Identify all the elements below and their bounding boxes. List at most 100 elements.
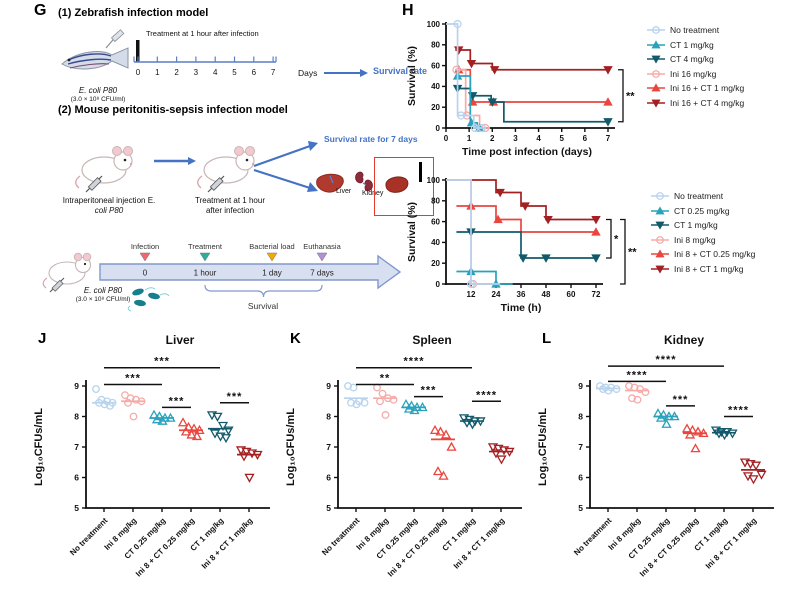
svg-text:Ini 8 + CT 0.25 mg/kg: Ini 8 + CT 0.25 mg/kg bbox=[134, 516, 197, 579]
syringe-icon bbox=[105, 29, 125, 49]
svg-text:***: *** bbox=[125, 372, 141, 384]
survival-legend-days: No treatment CT 1 mg/kg CT 4 mg/kg Ini 16 m… bbox=[646, 24, 744, 109]
mouse-model-heading: (2) Mouse peritonitis-sepsis infection m… bbox=[58, 104, 288, 116]
inoculum-dose-text: (3.0 × 10⁸ CFU/ml) bbox=[70, 96, 126, 103]
legend-label: Ini 8 + CT 0.25 mg/kg bbox=[674, 249, 756, 260]
svg-text:Spleen: Spleen bbox=[412, 333, 451, 347]
legend-label: Ini 16 + CT 1 mg/kg bbox=[670, 83, 745, 94]
svg-text:5: 5 bbox=[326, 503, 331, 513]
triangle-down-legend-marker-icon bbox=[651, 221, 669, 230]
highlight-red-box bbox=[374, 157, 434, 216]
svg-text:1 day: 1 day bbox=[262, 269, 282, 278]
syringe-icon bbox=[85, 175, 103, 193]
svg-text:Survival (%): Survival (%) bbox=[406, 202, 418, 262]
zebrafish-inoculum-caption: E. coli P80 (3.0 × 10⁸ CFU/ml) bbox=[50, 86, 146, 104]
svg-text:Ini 8 + CT 1 mg/kg: Ini 8 + CT 1 mg/kg bbox=[704, 516, 759, 571]
scale-bar bbox=[419, 162, 422, 182]
svg-text:Ini 8 + CT 1 mg/kg: Ini 8 + CT 1 mg/kg bbox=[200, 516, 255, 571]
svg-text:0: 0 bbox=[136, 68, 141, 77]
svg-text:0: 0 bbox=[436, 280, 441, 289]
timeline-dose-text: (3.0 × 10⁸ CFU/ml) bbox=[75, 296, 131, 303]
legend-label: CT 1 mg/kg bbox=[674, 220, 718, 231]
svg-text:60: 60 bbox=[567, 290, 576, 299]
svg-text:72: 72 bbox=[592, 290, 601, 299]
triangle-down-legend-marker-icon bbox=[647, 99, 665, 108]
svg-text:8: 8 bbox=[326, 412, 331, 422]
svg-text:7: 7 bbox=[326, 442, 331, 452]
triangle-down-legend-marker-icon bbox=[647, 55, 665, 64]
svg-text:6: 6 bbox=[326, 473, 331, 483]
syringe-icon bbox=[49, 277, 65, 293]
svg-text:48: 48 bbox=[542, 290, 551, 299]
legend-label: Ini 16 mg/kg bbox=[670, 68, 717, 79]
svg-text:***: *** bbox=[673, 394, 689, 406]
svg-text:****: **** bbox=[403, 356, 424, 368]
svg-text:0: 0 bbox=[143, 269, 148, 278]
step1-line1: Intraperitoneal injection E. bbox=[62, 196, 156, 205]
syringe-icon bbox=[207, 175, 225, 193]
svg-text:7: 7 bbox=[578, 442, 583, 452]
legend-item: CT 1 mg/kg bbox=[646, 39, 744, 52]
svg-text:Log₁₀CFUs/mL: Log₁₀CFUs/mL bbox=[537, 408, 549, 486]
svg-text:6: 6 bbox=[252, 68, 257, 77]
svg-text:***: *** bbox=[154, 356, 170, 368]
svg-text:0: 0 bbox=[444, 134, 449, 143]
svg-text:****: **** bbox=[655, 354, 676, 366]
timeline-strain-text: E. coli P80 bbox=[83, 286, 123, 295]
circle-legend-marker-icon bbox=[647, 69, 665, 78]
branch-arrows-icon bbox=[253, 141, 318, 192]
triangle-up-legend-marker-icon bbox=[651, 206, 669, 215]
svg-text:8: 8 bbox=[578, 412, 583, 422]
svg-text:6: 6 bbox=[578, 473, 583, 483]
mouse-step1-caption: Intraperitoneal injection E. coli P80 bbox=[44, 196, 174, 216]
svg-text:Treatment: Treatment bbox=[188, 242, 223, 251]
svg-text:60: 60 bbox=[431, 217, 440, 226]
legend-item: Ini 8 + CT 1 mg/kg bbox=[650, 263, 755, 276]
legend-label: No treatment bbox=[670, 25, 720, 36]
svg-text:40: 40 bbox=[431, 238, 440, 247]
svg-text:7: 7 bbox=[606, 134, 611, 143]
triangle-up-legend-marker-icon bbox=[647, 40, 665, 49]
svg-text:12: 12 bbox=[467, 290, 476, 299]
svg-text:9: 9 bbox=[578, 381, 583, 391]
kidney-icon bbox=[355, 171, 373, 192]
scatter-plot-kidney: Kidney Log₁₀CFUs/mL 5 6 7 8 9 No treatment Ini 8… bbox=[537, 333, 774, 579]
inoculum-strain-text: E. coli P80 bbox=[78, 86, 118, 95]
legend-item: No treatment bbox=[650, 190, 755, 203]
triangle-down-legend-marker-icon bbox=[651, 265, 669, 274]
svg-text:***: *** bbox=[169, 395, 185, 407]
svg-text:Ini 8 + CT 1 mg/kg: Ini 8 + CT 1 mg/kg bbox=[452, 516, 507, 571]
svg-text:Survival: Survival bbox=[248, 301, 278, 311]
legend-item: No treatment bbox=[646, 24, 744, 37]
svg-text:Infection: Infection bbox=[131, 242, 159, 251]
svg-text:7: 7 bbox=[74, 442, 79, 452]
svg-text:Kidney: Kidney bbox=[664, 333, 704, 347]
svg-text:5: 5 bbox=[559, 134, 564, 143]
svg-text:3: 3 bbox=[194, 68, 199, 77]
svg-text:100: 100 bbox=[427, 176, 441, 185]
svg-text:6: 6 bbox=[583, 134, 588, 143]
svg-text:80: 80 bbox=[431, 197, 440, 206]
triangle-up-legend-marker-icon bbox=[651, 249, 669, 258]
svg-text:Ini 8 + CT 0.25 mg/kg: Ini 8 + CT 0.25 mg/kg bbox=[386, 516, 449, 579]
step2-line1: Treatment at 1 hour bbox=[195, 196, 265, 205]
scatter-plot-spleen: Spleen Log₁₀CFUs/mL 5 6 7 8 9 No treatment Ini 8… bbox=[285, 333, 522, 579]
experiment-timeline: Infection 0 Treatment 1 hour Bacterial load 1… bbox=[99, 242, 402, 311]
liver-icon bbox=[316, 173, 344, 193]
svg-text:1: 1 bbox=[155, 68, 160, 77]
svg-text:3: 3 bbox=[513, 134, 518, 143]
organ-liver-label: Liver bbox=[336, 188, 352, 195]
triangle-up-legend-marker-icon bbox=[647, 83, 665, 92]
svg-text:****: **** bbox=[728, 405, 749, 417]
legend-item: Ini 8 mg/kg bbox=[650, 234, 755, 247]
zebrafish-model-heading: (1) Zebrafish infection model bbox=[58, 7, 209, 19]
zebrafish-icon bbox=[61, 29, 129, 70]
svg-text:4: 4 bbox=[213, 68, 218, 77]
svg-text:No treatment: No treatment bbox=[68, 516, 109, 557]
svg-text:2: 2 bbox=[174, 68, 179, 77]
svg-text:***: *** bbox=[227, 391, 243, 403]
zebrafish-outcome-label: Survival rate bbox=[373, 66, 428, 76]
legend-item: Ini 8 + CT 0.25 mg/kg bbox=[650, 248, 755, 261]
svg-text:8: 8 bbox=[74, 412, 79, 422]
organ-kidney-label: Kidney bbox=[362, 190, 384, 197]
